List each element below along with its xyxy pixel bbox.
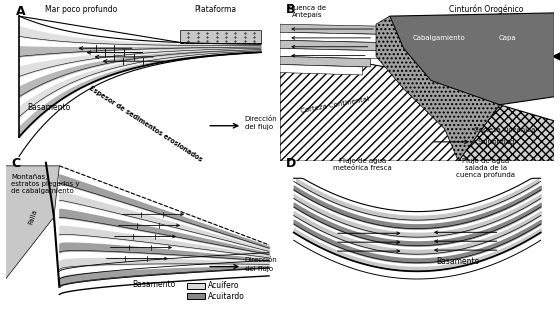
Text: Basamento: Basamento	[132, 280, 175, 289]
Text: Montañas,
estratos plegados y
de cabalgamiento: Montañas, estratos plegados y de cabalga…	[11, 174, 80, 194]
Bar	[187, 293, 205, 299]
Polygon shape	[180, 30, 261, 42]
Text: Acuitardo: Acuitardo	[208, 291, 245, 301]
Polygon shape	[280, 32, 395, 43]
Text: Acuífero: Acuífero	[208, 281, 240, 290]
Text: Dirección: Dirección	[245, 257, 278, 263]
Text: Dirección: Dirección	[245, 116, 278, 122]
Polygon shape	[280, 24, 403, 35]
Polygon shape	[280, 56, 371, 67]
Text: A: A	[16, 5, 26, 18]
Text: Corteza Oceánica: Corteza Oceánica	[474, 127, 536, 133]
Text: Basamento: Basamento	[437, 256, 480, 265]
Text: Flujo de agua
meteórica fresca: Flujo de agua meteórica fresca	[333, 158, 391, 171]
Polygon shape	[390, 13, 554, 105]
Text: del flujo: del flujo	[245, 266, 273, 272]
Text: Basamento: Basamento	[27, 103, 71, 112]
Polygon shape	[280, 48, 500, 161]
Polygon shape	[6, 166, 59, 279]
Polygon shape	[280, 40, 387, 51]
Text: Cabalgamiento: Cabalgamiento	[413, 35, 465, 41]
Polygon shape	[458, 105, 554, 161]
Polygon shape	[280, 64, 362, 75]
Text: B: B	[286, 3, 295, 16]
Polygon shape	[280, 48, 379, 59]
Text: Cinturón Orogénico: Cinturón Orogénico	[449, 5, 523, 14]
Text: Salubridad: Salubridad	[478, 139, 515, 145]
Text: D: D	[286, 157, 296, 170]
Polygon shape	[376, 16, 500, 161]
Text: Falla: Falla	[27, 209, 38, 226]
Text: del flujo: del flujo	[245, 124, 273, 130]
Text: Espesor de sedimentos erosionados: Espesor de sedimentos erosionados	[88, 85, 203, 163]
Text: Flujo de agua
salada de la
cuenca profunda: Flujo de agua salada de la cuenca profun…	[456, 158, 515, 178]
Text: Mar poco profundo: Mar poco profundo	[45, 5, 117, 14]
Text: Cuenca de
Antepaís: Cuenca de Antepaís	[289, 5, 326, 18]
Text: Plataforma: Plataforma	[194, 5, 236, 14]
Text: Corteza Continental: Corteza Continental	[300, 96, 370, 114]
Bar	[187, 283, 205, 289]
Text: C: C	[11, 157, 20, 170]
Text: Capa: Capa	[499, 35, 516, 41]
